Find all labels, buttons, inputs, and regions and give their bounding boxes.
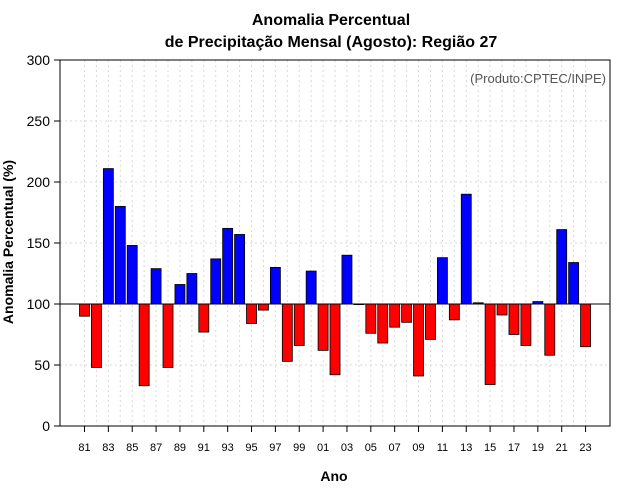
x-tick-label: 11 [437,442,448,454]
bar-86 [138,303,150,387]
y-axis-label: Anomalia Percentual (%) [0,160,16,324]
bar-07 [389,303,401,328]
bar-89 [174,284,186,305]
bar-96 [258,303,269,311]
bar-02 [329,303,341,376]
x-tick-label: 85 [126,442,138,454]
bar-84 [114,205,126,305]
y-tick-label: 300 [27,52,51,68]
bar-83 [102,168,114,305]
bar-97 [269,266,281,305]
bar-03 [341,254,353,305]
y-tick-label: 250 [27,113,51,129]
y-axis-ticks: 0 50 100 150 200 250 300 [27,52,60,434]
y-tick-label: 50 [34,357,50,373]
bar-81 [79,303,90,317]
y-tick-label: 150 [27,235,51,251]
bar-18 [520,303,532,346]
bar-82 [91,303,102,368]
bar-23 [580,303,591,348]
x-tick-label: 87 [150,442,162,454]
bar-88 [162,303,174,368]
bar-90 [186,273,198,305]
bar-85 [126,245,138,305]
x-tick-label: 23 [579,442,591,454]
x-tick-label: 13 [460,442,472,454]
bar-98 [281,303,293,362]
x-axis-ticks: 81 83 85 87 89 91 93 95 97 99 01 03 05 07 09 11 13 15 17 19… [78,426,592,454]
y-tick-label: 200 [27,174,51,190]
y-tick-label: 100 [27,296,51,312]
x-tick-label: 99 [293,442,305,454]
x-tick-label: 83 [102,442,114,454]
x-tick-label: 89 [174,442,186,454]
x-tick-label: 21 [556,442,568,454]
x-tick-label: 97 [269,442,281,454]
bar-13 [460,193,472,305]
x-axis-label: Ano [320,468,347,484]
x-tick-label: 07 [389,442,401,454]
bar-87 [150,268,162,305]
x-tick-label: 03 [341,442,353,454]
x-tick-label: 09 [412,442,424,454]
x-tick-label: 17 [508,442,520,454]
bar-94 [234,234,245,305]
x-tick-label: 91 [198,442,210,454]
bar-16 [496,303,508,316]
grid-lines [60,60,610,426]
x-tick-label: 01 [317,442,329,454]
bar-01 [317,303,329,351]
bar-09 [413,303,424,377]
bar-06 [377,303,389,344]
bar-91 [198,303,210,333]
bar-93 [222,227,234,305]
bars [79,168,591,387]
bar-17 [508,303,520,335]
bar-05 [365,303,377,334]
bar-12 [448,303,460,321]
bar-20 [544,303,556,356]
bar-15 [484,303,496,385]
bar-10 [425,303,436,340]
bar-95 [246,303,257,324]
x-tick-label: 19 [532,442,544,454]
x-tick-label: 93 [222,442,234,454]
bar-11 [436,257,448,305]
bar-22 [568,262,580,305]
chart-title-line1: Anomalia Percentual [252,12,410,29]
bar-08 [401,303,413,323]
bar-00 [305,270,317,305]
bar-92 [210,258,222,305]
x-tick-label: 05 [365,442,377,454]
credit-label: (Produto:CPTEC/INPE) [470,71,606,86]
x-tick-label: 15 [484,442,496,454]
bar-99 [293,303,305,346]
y-tick-label: 0 [42,418,50,434]
x-tick-label: 95 [245,442,257,454]
chart-title-line2: de Precipitação Mensal (Agosto): Região … [165,34,498,51]
bar-21 [556,229,568,305]
x-tick-label: 81 [78,442,90,454]
